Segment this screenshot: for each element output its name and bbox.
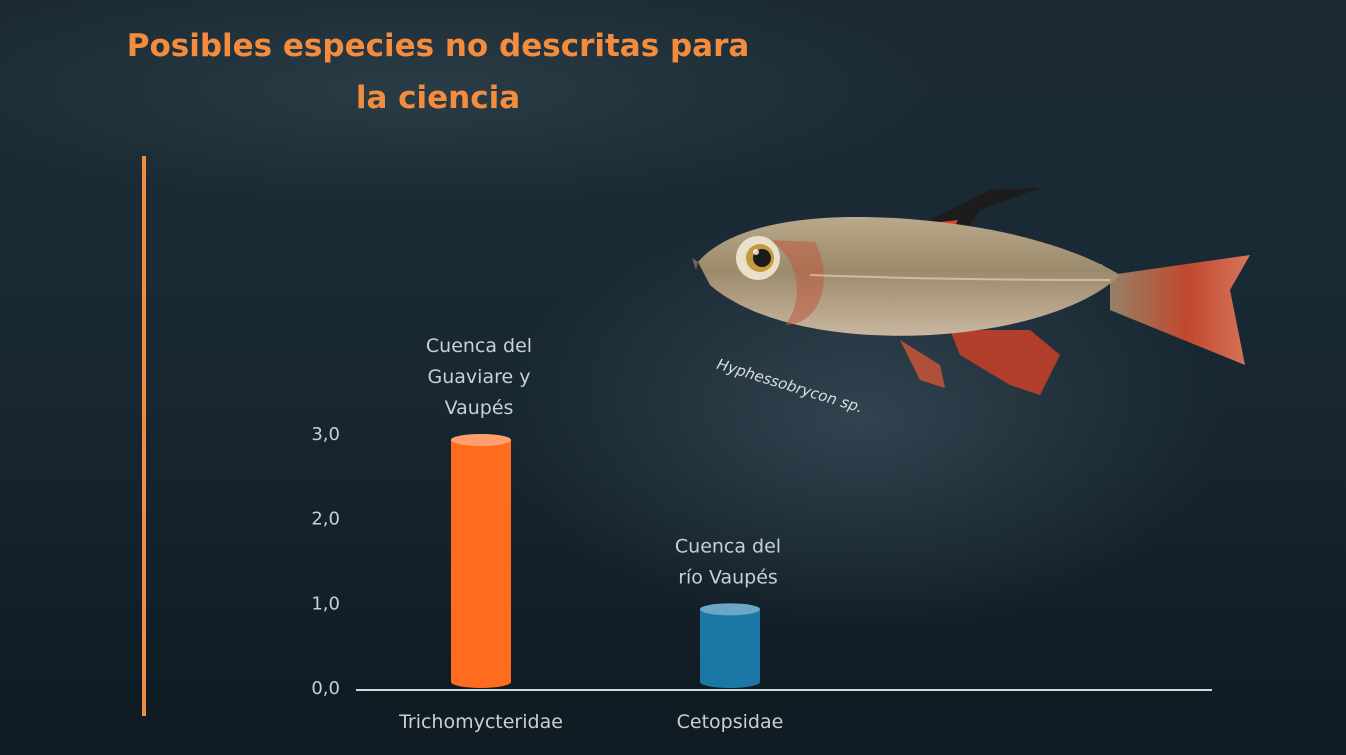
bar-annotation: río Vaupés xyxy=(678,566,778,588)
bar-annotation: Cuenca del xyxy=(426,335,532,357)
accent-line xyxy=(142,156,146,716)
y-tick-label: 1,0 xyxy=(311,593,340,614)
bar-cap xyxy=(451,434,511,446)
bar-annotation: Guaviare y xyxy=(428,366,531,388)
bar-annotation: Cuenca del xyxy=(675,535,781,557)
bar xyxy=(451,434,511,688)
y-tick-label: 3,0 xyxy=(311,424,340,445)
y-tick-label: 2,0 xyxy=(311,509,340,530)
bar-annotation: Vaupés xyxy=(445,397,514,419)
y-tick-label: 0,0 xyxy=(311,678,340,699)
x-tick-label: Trichomycteridae xyxy=(398,711,563,733)
slide-title: Posibles especies no descritas para la c… xyxy=(126,28,750,116)
x-tick-label: Cetopsidae xyxy=(677,711,784,733)
bar-cap xyxy=(700,603,760,616)
fish-icon xyxy=(692,188,1250,395)
fish-image xyxy=(690,180,1270,420)
bar xyxy=(700,603,760,688)
